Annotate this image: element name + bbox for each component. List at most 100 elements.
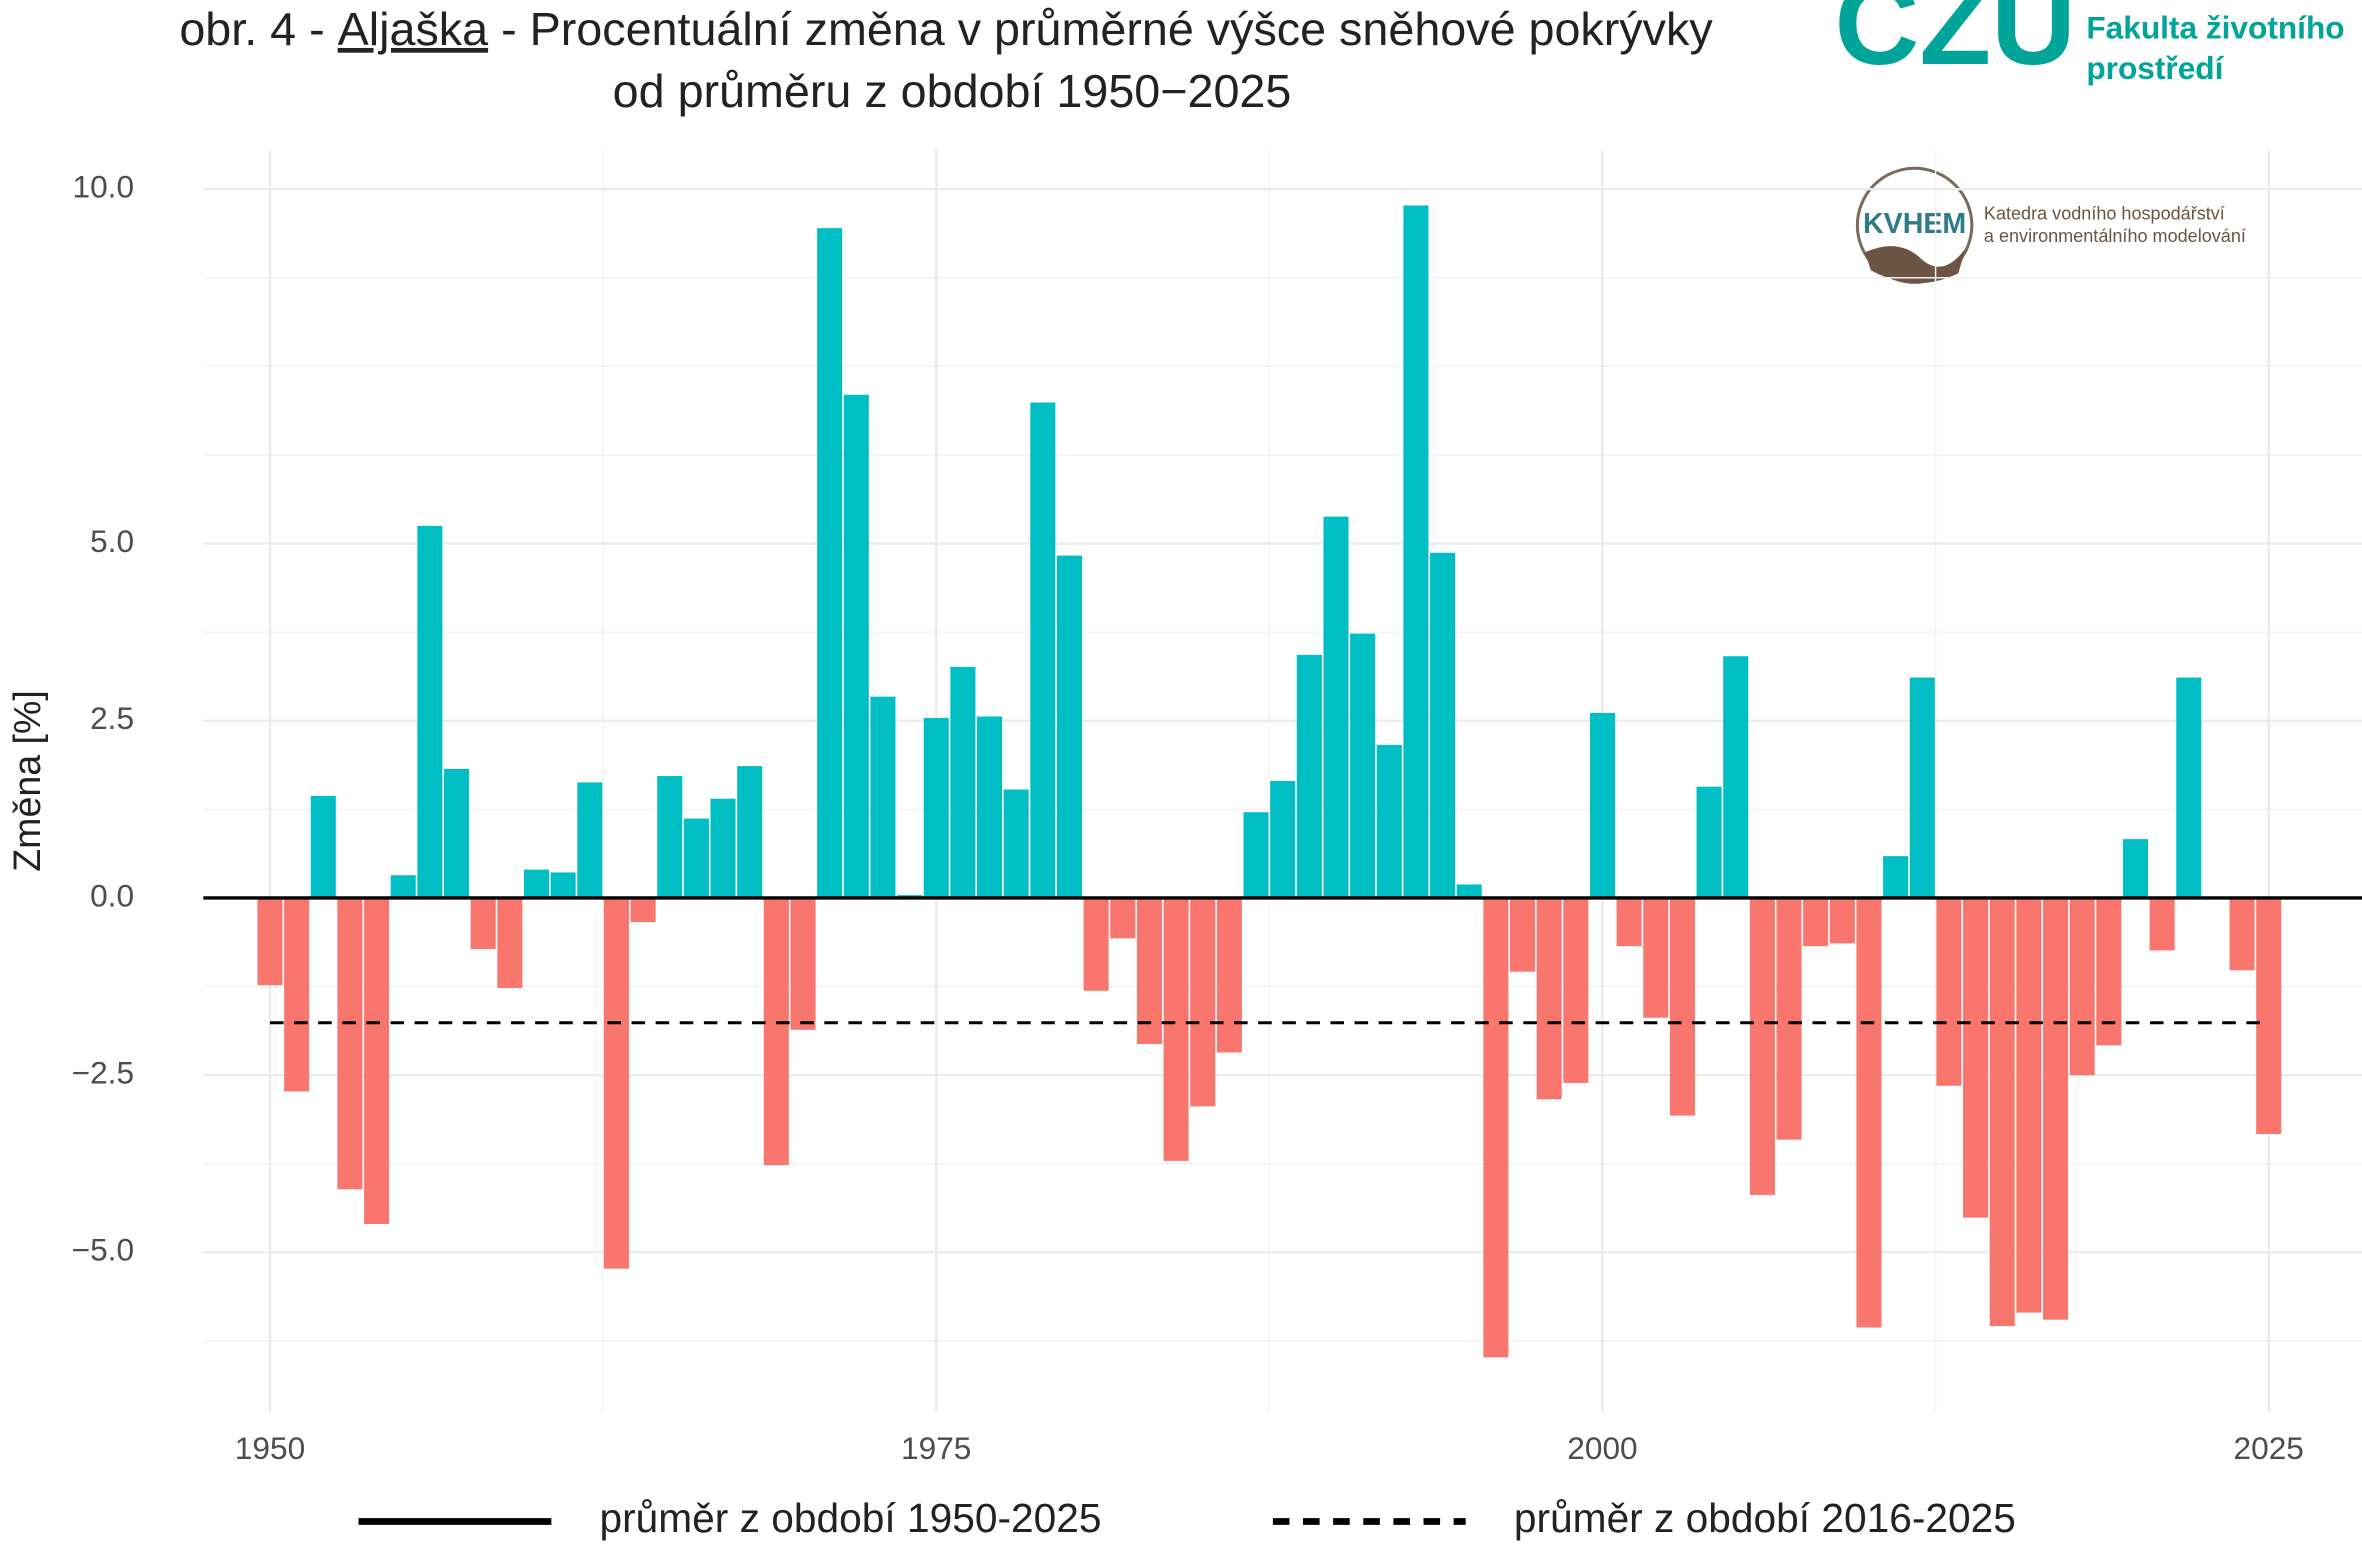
- bar: [2016, 897, 2042, 1313]
- bar: [1056, 555, 1083, 898]
- bar: [1936, 897, 1962, 1086]
- bar: [2069, 897, 2095, 1076]
- bar: [2096, 897, 2122, 1046]
- bar: [1856, 897, 1882, 1328]
- bar: [1030, 402, 1056, 898]
- bar: [1909, 677, 1935, 898]
- bar: [1829, 897, 1855, 944]
- y-tick-label: 10.0: [73, 169, 135, 205]
- bar: [817, 228, 843, 898]
- bar: [1989, 897, 2015, 1327]
- bar: [1589, 712, 1616, 898]
- bar: [1296, 654, 1322, 898]
- legend-label: průměr z období 2016-2025: [1514, 1495, 2016, 1541]
- bar: [364, 897, 390, 1224]
- y-tick-label: 0.0: [90, 877, 134, 913]
- bar: [683, 818, 709, 898]
- bar: [737, 766, 763, 898]
- bar: [550, 872, 576, 898]
- bar: [1749, 897, 1775, 1195]
- bar: [470, 897, 496, 949]
- bar: [1510, 897, 1536, 972]
- bar: [284, 897, 310, 1092]
- bar: [1776, 897, 1802, 1140]
- x-tick-label: 1950: [235, 1430, 305, 1466]
- department-name: a environmentálního modelování: [1984, 226, 2246, 246]
- kvhem-soil: [1864, 246, 1966, 284]
- bar: [1163, 897, 1189, 1161]
- czu-logo: CZU Fakulta životního prostředí: [1835, 0, 2345, 89]
- bar: [630, 897, 656, 923]
- bar: [337, 897, 363, 1190]
- bar: [2256, 897, 2282, 1134]
- bar: [843, 394, 869, 898]
- chart-subtitle: od průměru z období 1950−2025: [613, 65, 1292, 117]
- x-tick-label: 2000: [1567, 1430, 1637, 1466]
- bar: [1883, 856, 1909, 898]
- bar: [577, 782, 603, 898]
- bar: [1350, 633, 1376, 898]
- bar: [2043, 897, 2069, 1320]
- bar: [497, 897, 523, 988]
- bar: [1563, 897, 1589, 1083]
- bar: [1723, 656, 1749, 898]
- bar: [417, 525, 443, 898]
- bar: [1456, 884, 1482, 898]
- bar: [1696, 786, 1722, 898]
- title-prefix: obr. 4 -: [179, 3, 337, 55]
- bar: [444, 768, 470, 898]
- bar: [1243, 812, 1269, 898]
- bar: [1003, 789, 1029, 898]
- bar: [1669, 897, 1695, 1116]
- bar: [523, 869, 550, 898]
- department-name: Katedra vodního hospodářství: [1984, 204, 2225, 224]
- bar: [1963, 897, 1989, 1218]
- bar: [1803, 897, 1829, 947]
- bar: [1483, 897, 1509, 1358]
- bar: [1323, 516, 1349, 898]
- kvhem-text: KVHEM: [1863, 208, 1966, 240]
- y-tick-label: 5.0: [90, 523, 134, 559]
- y-tick-label: −2.5: [72, 1055, 134, 1091]
- bar: [603, 897, 629, 1269]
- bar: [1083, 897, 1109, 991]
- bar: [1616, 897, 1642, 947]
- bar: [1430, 552, 1456, 898]
- y-tick-label: −5.0: [72, 1232, 134, 1268]
- bar: [923, 717, 949, 898]
- bar: [1216, 897, 1242, 1053]
- bar: [1376, 744, 1402, 898]
- bar: [257, 897, 283, 986]
- bar: [977, 716, 1003, 898]
- y-axis-label: Změna [%]: [6, 690, 48, 871]
- bar: [657, 776, 683, 898]
- x-tick-label: 2025: [2234, 1430, 2304, 1466]
- bar: [390, 875, 416, 898]
- bar: [1403, 205, 1429, 898]
- bar: [310, 795, 336, 898]
- bar: [2122, 839, 2149, 898]
- bar: [950, 666, 976, 898]
- faculty-name: prostředí: [2086, 50, 2224, 86]
- bar: [1190, 897, 1216, 1107]
- faculty-name: Fakulta životního: [2086, 9, 2344, 45]
- bar: [790, 897, 816, 1030]
- bar: [1270, 781, 1296, 898]
- title-region: Aljaška: [338, 3, 489, 55]
- bar: [1536, 897, 1562, 1100]
- chart-title: obr. 4 - Aljaška - Procentuální změna v …: [179, 3, 1713, 55]
- bar: [870, 696, 896, 898]
- bar: [710, 798, 736, 898]
- bar: [2229, 897, 2255, 971]
- bar: [2149, 897, 2175, 951]
- bar: [763, 897, 789, 1166]
- x-tick-label: 1975: [901, 1430, 971, 1466]
- legend-label: průměr z období 1950-2025: [600, 1495, 1102, 1541]
- bar: [1643, 897, 1669, 1018]
- czu-logo-text: CZU: [1835, 0, 2076, 89]
- bar: [1136, 897, 1162, 1044]
- bar: [2176, 677, 2202, 898]
- y-tick-label: 2.5: [90, 700, 134, 736]
- bar: [1110, 897, 1136, 939]
